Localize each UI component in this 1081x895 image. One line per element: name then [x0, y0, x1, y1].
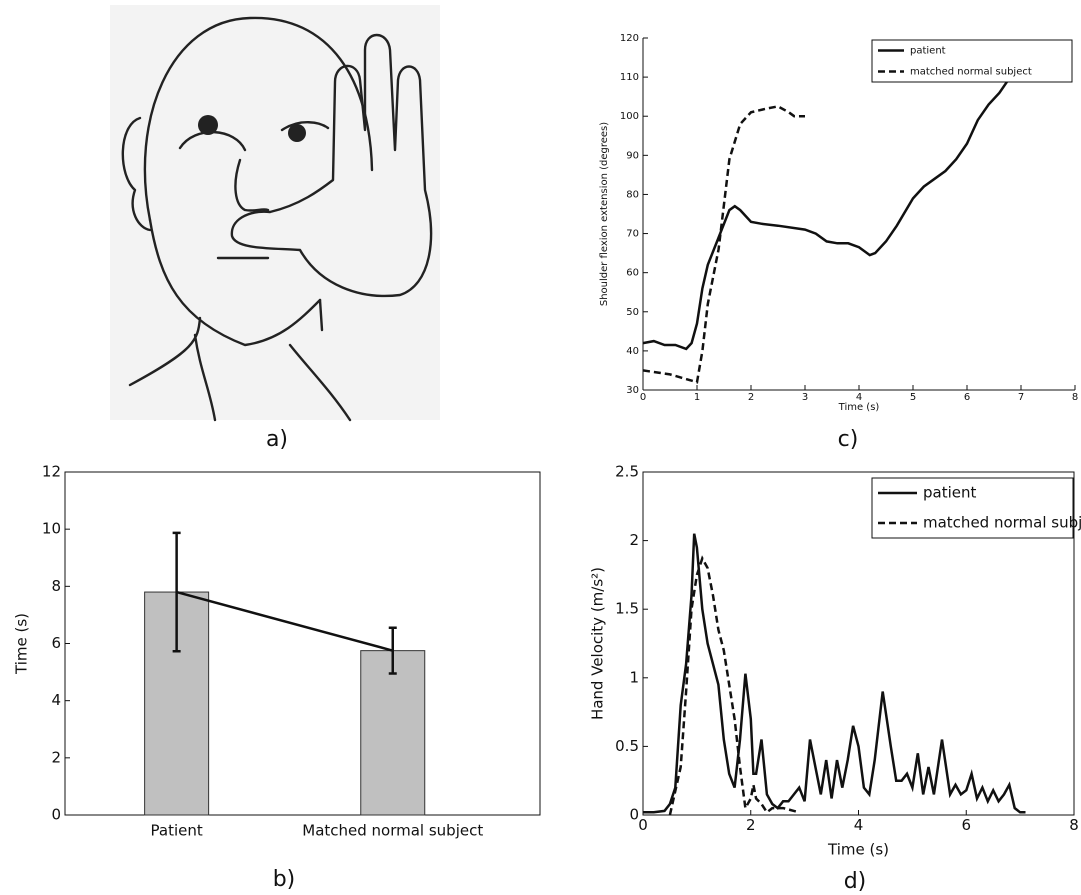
y-tick-label: 100 [620, 111, 639, 122]
series-line [643, 534, 1026, 813]
legend-label: patient [923, 484, 976, 502]
x-tick-label: 0 [638, 816, 648, 834]
series-line [643, 62, 1021, 349]
x-tick-label: Matched normal subject [302, 822, 483, 840]
y-tick-label: 4 [51, 691, 61, 709]
y-tick-label: 12 [42, 463, 61, 481]
x-tick-label: 5 [910, 392, 916, 403]
y-tick-label: 2.5 [615, 463, 639, 481]
legend-label: matched normal subject [923, 514, 1081, 532]
x-tick-label: 6 [964, 392, 970, 403]
x-tick-label: 3 [802, 392, 808, 403]
x-axis-label: Time (s) [838, 402, 880, 413]
y-tick-label: 30 [626, 385, 639, 396]
eye [198, 115, 218, 135]
series-line [670, 558, 799, 815]
panel-caption: a) [266, 427, 288, 452]
y-tick-label: 90 [626, 150, 639, 161]
x-axis-label: Time (s) [827, 841, 889, 859]
x-tick-label: 0 [640, 392, 646, 403]
panel-caption: c) [838, 427, 859, 452]
panel-caption: d) [844, 869, 867, 894]
y-tick-label: 50 [626, 307, 639, 318]
y-tick-label: 2 [51, 748, 61, 766]
x-tick-label: 8 [1069, 816, 1079, 834]
y-tick-label: 10 [42, 520, 61, 538]
x-tick-label: 8 [1072, 392, 1078, 403]
x-tick-label: Patient [151, 822, 203, 840]
plot-frame [65, 472, 540, 815]
y-tick-label: 0.5 [615, 737, 639, 755]
y-tick-label: 1.5 [615, 600, 639, 618]
y-axis-label: Hand Velocity (m/s²) [589, 567, 607, 720]
legend-label: patient [910, 46, 946, 57]
x-tick-label: 2 [746, 816, 756, 834]
x-tick-label: 2 [748, 392, 754, 403]
series-line [643, 106, 805, 382]
y-tick-label: 120 [620, 33, 639, 44]
figure: a) 024681012Time (s)b)PatientMatched nor… [0, 0, 1081, 895]
y-tick-label: 8 [51, 577, 61, 595]
x-tick-label: 1 [694, 392, 700, 403]
panel-caption: b) [273, 867, 296, 892]
y-tick-label: 2 [629, 531, 639, 549]
y-tick-label: 6 [51, 634, 61, 652]
y-tick-label: 110 [620, 72, 639, 83]
y-tick-label: 0 [51, 806, 61, 824]
y-tick-label: 1 [629, 668, 639, 686]
y-tick-label: 40 [626, 346, 639, 357]
y-axis-label: Time (s) [13, 613, 31, 675]
y-tick-label: 70 [626, 229, 639, 240]
y-axis-label: Shoulder flexion extension (degrees) [599, 122, 610, 306]
eye [288, 124, 306, 142]
bar [361, 651, 425, 815]
x-tick-label: 7 [1018, 392, 1024, 403]
face-drawing: a) [110, 5, 440, 452]
y-tick-label: 80 [626, 189, 639, 200]
x-tick-label: 6 [961, 816, 971, 834]
y-tick-label: 60 [626, 268, 639, 279]
legend-label: matched normal subject [910, 67, 1032, 78]
x-tick-label: 4 [854, 816, 864, 834]
